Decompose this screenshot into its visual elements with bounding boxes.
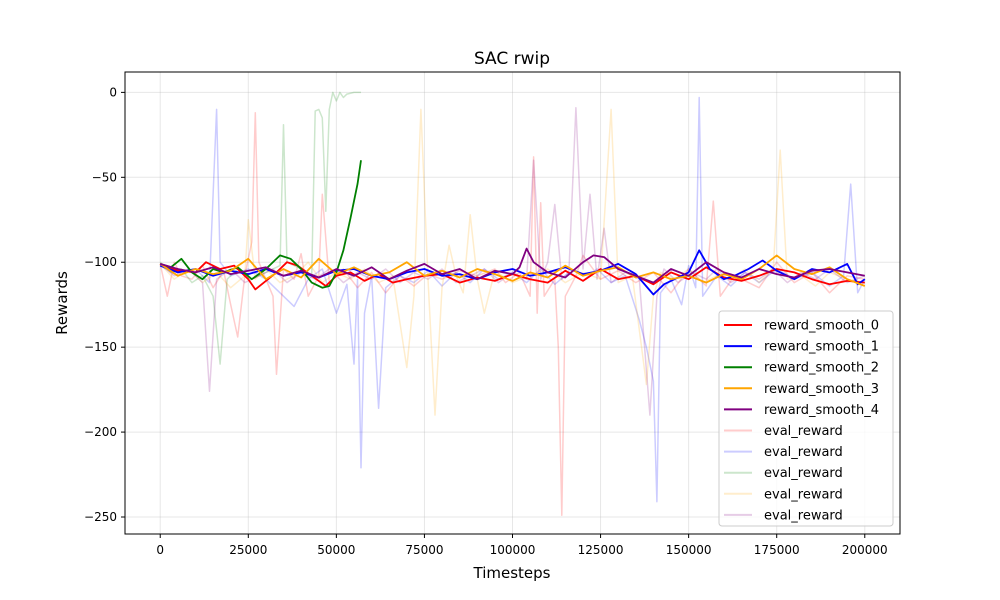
x-tick-label: 175000 [754,543,800,557]
x-tick-label: 100000 [490,543,536,557]
chart-title: SAC rwip [474,49,550,69]
x-axis-label: Timesteps [473,564,551,582]
legend-label: reward_smooth_4 [764,403,879,418]
series-line-eval-reward-9 [159,106,866,416]
y-tick-label: 0 [109,85,117,99]
grid-lines [125,72,900,534]
series-lines [159,91,866,517]
legend-box [718,310,894,527]
legend-label: eval_reward [764,508,843,523]
series-line-eval-reward-6 [159,96,866,503]
x-tick-label: 0 [156,543,164,557]
x-axis: 0 25000 50000 75000 100000 125000 150000 175000… [156,534,888,557]
series-line-reward-smooth-0-0 [159,261,865,291]
x-tick-label: 25000 [229,543,267,557]
legend-label: eval_reward [764,487,843,502]
legend-label: reward_smooth_2 [764,361,879,376]
legend-label: reward_smooth_1 [764,340,879,355]
y-tick-label: −200 [84,425,117,439]
y-tick-label: −100 [84,255,117,269]
series-line-reward-smooth-4-4 [159,247,865,284]
x-tick-label: 50000 [317,543,355,557]
legend-label: eval_reward [764,466,843,481]
y-tick-label: −150 [84,340,117,354]
x-tick-label: 200000 [842,543,888,557]
y-tick-label: −50 [92,170,117,184]
y-tick-label: −250 [84,510,117,524]
y-axis: 0 −50 −100 −150 −200 −250 [84,85,125,524]
series-line-reward-smooth-2-2 [159,160,362,289]
y-axis-label: Rewards [53,271,71,335]
x-tick-label: 150000 [666,543,712,557]
legend-label: reward_smooth_3 [764,382,879,397]
legend: reward_smooth_0 reward_smooth_1 reward_smo… [718,310,894,527]
series-line-eval-reward-7 [159,91,361,365]
legend-label: reward_smooth_0 [764,319,879,334]
legend-label: eval_reward [764,424,843,439]
legend-label: eval_reward [764,445,843,460]
x-tick-label: 75000 [405,543,443,557]
x-tick-label: 125000 [578,543,624,557]
